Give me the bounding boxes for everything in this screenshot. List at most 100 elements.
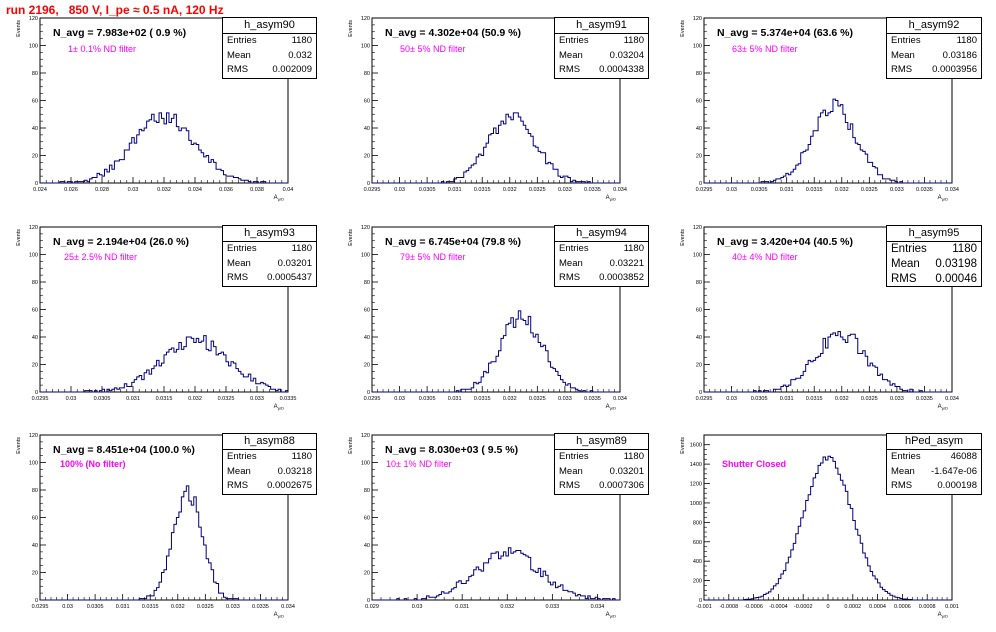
stats-value: 46088 [950, 451, 977, 462]
filter-label: Shutter Closed [722, 459, 787, 469]
stats-key: Entries [891, 243, 927, 255]
y-tick-label: 1600 [690, 443, 702, 449]
y-tick-label: 1200 [690, 482, 702, 488]
y-tick-label: 80 [32, 488, 38, 494]
x-tick-label: 0.0325 [197, 604, 214, 610]
stats-value: 0.03204 [609, 49, 644, 61]
histogram-name: h_asym90 [223, 18, 316, 34]
y-tick-label: 120 [29, 16, 38, 22]
x-tick-label: 0.03 [66, 396, 77, 402]
stats-value: 0.03221 [609, 257, 644, 269]
x-tick-label: 0.0305 [87, 604, 104, 610]
stats-value: 1180 [623, 451, 644, 462]
stats-box: h_asym93 Entries 1180 Mean 0.03201 RMS 0.00054… [222, 225, 317, 287]
stats-row: RMS 0.0007306 [555, 479, 648, 494]
stats-row: Mean 0.03201 [555, 465, 648, 480]
histogram-series [704, 98, 952, 184]
x-tick-label: 0.034 [945, 187, 959, 193]
x-tick-label: 0.033 [226, 604, 240, 610]
stats-row: Mean 0.03201 [223, 257, 316, 272]
stats-row: Entries 1180 [555, 450, 648, 465]
y-axis-title: Events [16, 20, 22, 37]
histogram-name: h_asym93 [223, 226, 316, 242]
y-tick-label: 40 [32, 126, 38, 132]
stats-row: Mean 0.03204 [555, 49, 648, 64]
stats-value: 0.0005437 [267, 272, 312, 283]
y-tick-label: 600 [693, 540, 702, 546]
stats-row: RMS 0.0003956 [887, 63, 981, 78]
stats-row: Mean 0.032 [223, 49, 316, 64]
histogram-svg: 0.0295 0.03 0.0305 0.031 0.0315 0.032 0.0325 0.… [680, 16, 959, 202]
stats-key: Entries [891, 451, 921, 462]
y-tick-label: 0 [35, 598, 38, 604]
x-tick-label: 0.0325 [529, 396, 546, 402]
y-tick-label: 60 [364, 308, 370, 314]
y-tick-label: 40 [696, 335, 702, 341]
stats-key: Mean [227, 257, 251, 269]
stats-row: Entries 1180 [223, 450, 316, 465]
x-tick-label: 0.0305 [419, 187, 436, 193]
y-axis-title: Events [680, 20, 686, 37]
stats-box: h_asym94 Entries 1180 Mean 0.03221 RMS 0.00038… [554, 225, 649, 287]
y-tick-label: 800 [693, 520, 702, 526]
x-tick-label: 0.0295 [364, 187, 381, 193]
stats-value: 0.002009 [272, 64, 312, 75]
y-axis-title: Events [16, 437, 22, 454]
x-tick-label: 0.0295 [32, 396, 49, 402]
stats-key: Mean [891, 258, 920, 270]
stats-value: 1180 [291, 243, 312, 254]
y-tick-label: 60 [32, 516, 38, 522]
stats-row: Mean 0.03221 [555, 257, 648, 272]
y-tick-label: 80 [32, 280, 38, 286]
y-tick-label: 20 [32, 571, 38, 577]
stats-row: Entries 1180 [887, 242, 981, 257]
x-tick-label: 0.0295 [696, 187, 713, 193]
histogram-series [40, 112, 288, 184]
y-tick-label: 120 [361, 225, 370, 231]
x-tick-label: 0.0002 [844, 604, 861, 610]
x-tick-label: 0.0335 [916, 396, 933, 402]
x-tick-label: 0.026 [64, 187, 78, 193]
x-axis-title: Aµ/D [606, 195, 616, 202]
y-tick-label: 100 [29, 44, 38, 50]
stats-key: Entries [559, 243, 589, 254]
stats-value: 0.03198 [935, 258, 977, 270]
stats-value: 0.03201 [277, 257, 312, 269]
stats-row: Mean -1.647e-06 [887, 465, 981, 480]
stats-value: 0.00046 [935, 273, 977, 285]
stats-value: 1180 [623, 35, 644, 46]
histogram-name: h_asym94 [555, 226, 648, 242]
x-tick-label: 0.033 [558, 187, 572, 193]
y-axis-title: Events [680, 229, 686, 246]
y-tick-label: 120 [693, 225, 702, 231]
x-tick-label: 0.0315 [142, 604, 159, 610]
histogram-name: h_asym88 [223, 434, 316, 450]
x-tick-label: 0.0325 [218, 396, 235, 402]
y-tick-label: 120 [361, 16, 370, 22]
n-avg-label: N_avg = 2.194e+04 (26.0 %) [53, 236, 190, 248]
stats-value: 0.03186 [942, 49, 977, 61]
x-tick-label: 0.031 [455, 604, 469, 610]
stats-key: Entries [891, 35, 921, 46]
y-tick-label: 0 [35, 181, 38, 187]
x-tick-label: 0.031 [448, 396, 462, 402]
x-tick-label: 0.032 [835, 187, 849, 193]
y-tick-label: 60 [696, 308, 702, 314]
histogram-series [40, 335, 289, 393]
y-tick-label: 20 [364, 363, 370, 369]
x-tick-label: -0.0002 [794, 604, 813, 610]
y-axis-title: Events [16, 229, 22, 246]
histogram-pad-h_asym91: 0.0295 0.03 0.0305 0.031 0.0315 0.032 0.0325 0.… [332, 15, 642, 205]
x-axis-title: Aµ/D [606, 612, 616, 619]
stats-key: Mean [559, 465, 583, 477]
x-tick-label: 0.033 [545, 604, 559, 610]
y-tick-label: 120 [29, 433, 38, 439]
y-tick-label: 120 [29, 225, 38, 231]
stats-row: Entries 1180 [887, 34, 981, 49]
x-tick-label: 0.03 [394, 396, 405, 402]
x-tick-label: 0.028 [95, 187, 109, 193]
stats-value: 1180 [952, 243, 977, 255]
x-tick-label: 0.033 [890, 187, 904, 193]
stats-key: Mean [559, 257, 583, 269]
x-tick-label: 0.0335 [280, 396, 297, 402]
